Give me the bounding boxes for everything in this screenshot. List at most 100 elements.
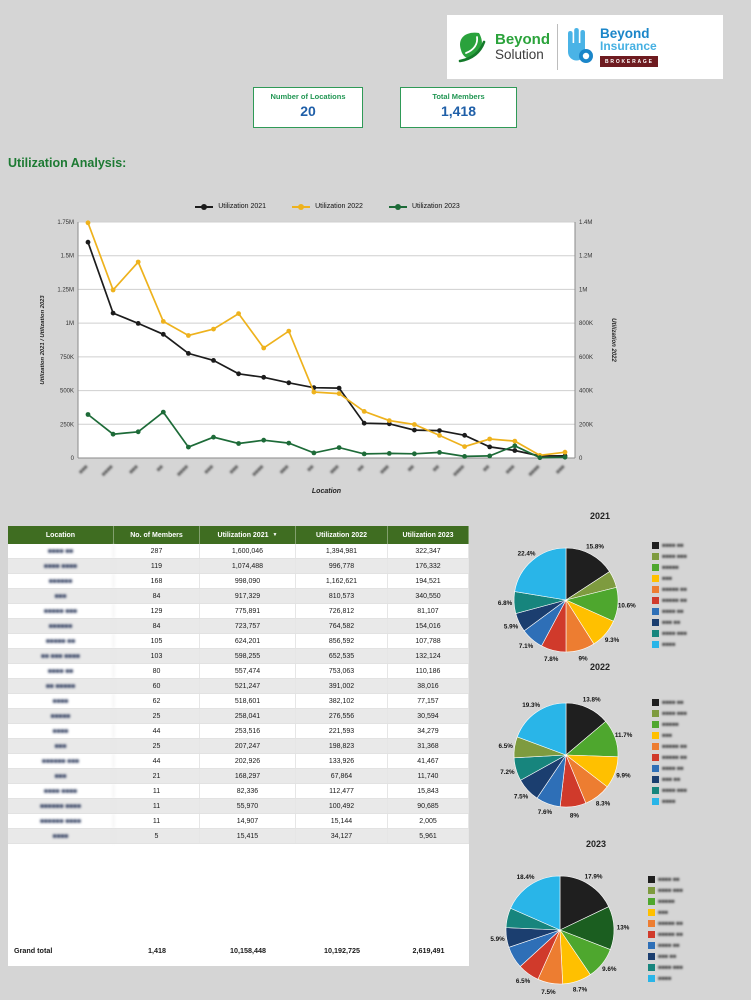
logo-word-insurance: Insurance: [600, 39, 657, 53]
location-cell: ■■■■■■ ■■■■: [8, 799, 114, 813]
legend-item: ■■■■ ■■■: [652, 710, 687, 717]
pie-label: 8.3%: [596, 801, 611, 808]
legend-marker: [195, 203, 214, 210]
legend-item: Utilization 2023: [388, 203, 460, 210]
data-point: [85, 239, 91, 245]
value-cell: 753,063: [296, 664, 388, 678]
pie-label: 8.7%: [573, 987, 588, 994]
x-axis-title: Location: [312, 488, 341, 495]
x-axis-label: ■■■: [229, 464, 240, 475]
logo-divider: [557, 24, 559, 70]
legend-label: ■■■■ ■■■: [658, 964, 683, 971]
legend-item: ■■■■ ■■: [652, 765, 687, 772]
pie-label: 7.5%: [514, 793, 529, 800]
x-axis-label: ■■■■: [101, 464, 115, 478]
x-axis-label: ■■: [306, 464, 315, 473]
data-point: [336, 391, 342, 396]
legend-label: ■■■: [658, 909, 668, 916]
section-title: Utilization Analysis:: [8, 156, 127, 170]
data-point: [211, 358, 216, 363]
legend-swatch: [652, 542, 659, 549]
value-cell: 133,926: [296, 754, 388, 768]
locations-count-card: Number of Locations 20: [253, 87, 363, 128]
value-cell: 44: [114, 724, 200, 738]
value-cell: 38,016: [388, 679, 469, 693]
legend-swatch: [652, 732, 659, 739]
header-utilization-2021-label: Utilization 2021: [217, 531, 269, 539]
pie-label: 9.6%: [602, 966, 617, 973]
value-cell: 55,970: [200, 799, 296, 813]
beyond-insurance-logo: Beyond Insurance BROKERAGE: [558, 26, 665, 68]
header-utilization-2022: Utilization 2022: [296, 526, 388, 544]
pie-label: 19.3%: [522, 702, 540, 709]
location-cell: ■■■: [8, 739, 114, 753]
logo-word-solution: Solution: [495, 47, 544, 62]
x-axis-label: ■■■: [329, 464, 340, 475]
value-cell: 119: [114, 559, 200, 573]
pie-legend-2021: ■■■■ ■■ ■■■■ ■■■ ■■■■■ ■■■ ■■■■■ ■■ ■■■■■ ■■ ■…: [652, 542, 687, 648]
table-body: ■■■■ ■■ 287 1,600,046 1,394,981 322,347 ■■■■ …: [8, 544, 469, 844]
value-cell: 90,685: [388, 799, 469, 813]
table-row: ■■■■ 5 15,415 34,127 5,961: [8, 829, 469, 844]
value-cell: 129: [114, 604, 200, 618]
data-point: [487, 444, 493, 450]
pie-label: 6.8%: [498, 600, 513, 607]
value-cell: 21: [114, 769, 200, 783]
legend-item: ■■■: [652, 575, 687, 582]
legend-marker: [292, 203, 311, 210]
pie-title-2021: 2021: [589, 511, 611, 521]
value-cell: 1,162,621: [296, 574, 388, 588]
pie-label: 13%: [617, 925, 630, 932]
table-row: ■■■■■■ ■■■■ 11 55,970 100,492 90,685: [8, 799, 469, 814]
x-axis-label: ■■■: [128, 464, 139, 475]
legend-item: ■■■: [648, 909, 683, 916]
value-cell: 80: [114, 664, 200, 678]
value-cell: 60: [114, 679, 200, 693]
location-cell: ■■■■ ■■: [8, 544, 114, 558]
x-axis-label: ■■■■: [252, 464, 266, 478]
legend-swatch: [652, 575, 659, 582]
table-row: ■■■■ 62 518,601 382,102 77,157: [8, 694, 469, 709]
grand-total-2021: 10,158,448: [230, 945, 266, 955]
value-cell: 382,102: [296, 694, 388, 708]
legend-swatch: [648, 964, 655, 971]
value-cell: 110,186: [388, 664, 469, 678]
value-cell: 207,247: [200, 739, 296, 753]
value-cell: 557,474: [200, 664, 296, 678]
value-cell: 726,812: [296, 604, 388, 618]
pie-label: 7.6%: [538, 809, 553, 816]
table-row: ■■■■■ ■■ 105 624,201 856,592 107,788: [8, 634, 469, 649]
value-cell: 5,961: [388, 829, 469, 843]
location-cell: ■■■■: [8, 829, 114, 843]
sort-descending-icon[interactable]: ▼: [272, 532, 278, 538]
left-axis-tick: 500K: [60, 389, 74, 395]
location-cell: ■■■■■■: [8, 619, 114, 633]
value-cell: 1,600,046: [200, 544, 296, 558]
location-cell: ■■■■: [8, 694, 114, 708]
pie-label: 5.9%: [490, 936, 505, 943]
legend-item: ■■■■: [652, 641, 687, 648]
table-row: ■■■■ ■■■■ 11 82,336 112,477 15,843: [8, 784, 469, 799]
legend-item: ■■■■: [652, 798, 687, 805]
x-axis-label: ■■: [482, 464, 491, 473]
value-cell: 11: [114, 784, 200, 798]
legend-item: ■■■■ ■■■: [652, 787, 687, 794]
legend-item: ■■■■ ■■: [652, 542, 687, 549]
data-point: [562, 449, 568, 455]
locations-count-value: 20: [300, 103, 316, 119]
data-point: [236, 371, 242, 377]
location-cell: ■■■■: [8, 724, 114, 738]
legend-item: ■■■■ ■■■: [652, 553, 687, 560]
value-cell: 11: [114, 814, 200, 828]
legend-label: ■■■■ ■■■: [662, 553, 687, 560]
legend-item: ■■■■■: [652, 721, 687, 728]
grand-total-2022: 10,192,725: [324, 945, 360, 955]
pie-label: 7.5%: [541, 989, 556, 996]
header-utilization-2021: Utilization 2021 ▼: [200, 526, 296, 544]
legend-label: Utilization 2021: [218, 203, 267, 210]
pie-label: 17.9%: [585, 874, 603, 881]
legend-swatch: [652, 564, 659, 571]
left-axis-title: Utilization 2021 / Utilization 2023: [40, 295, 46, 385]
legend-label: ■■■■ ■■■: [662, 630, 687, 637]
grand-total-row: Grand total 1,418 10,158,448 10,192,725 …: [8, 942, 469, 958]
